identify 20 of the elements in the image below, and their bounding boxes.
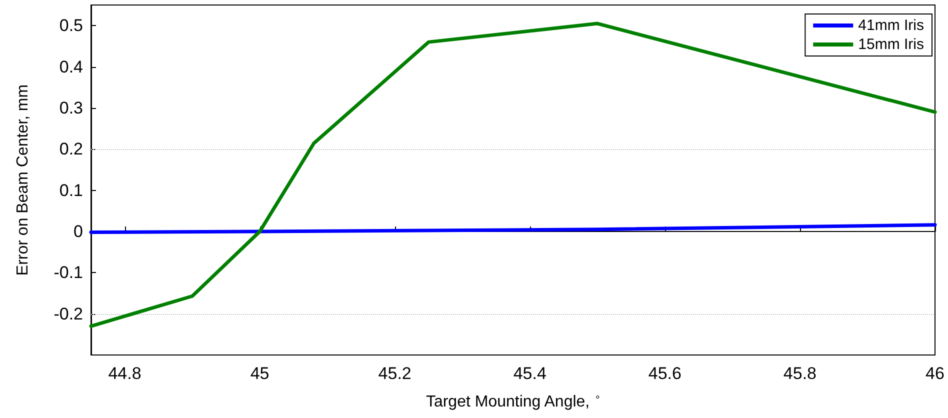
y-tick-label: 0.1 (59, 180, 83, 200)
x-tick-label: 45.8 (783, 364, 817, 383)
y-tick-label: 0.3 (59, 98, 83, 118)
x-tick-label: 45.6 (648, 364, 682, 383)
x-axis-title: Target Mounting Angle, ∘ (426, 392, 600, 410)
x-tick-label: 45.4 (513, 364, 546, 383)
y-tick-label: 0 (74, 222, 83, 241)
y-axis-title: Error on Beam Center, mm (14, 84, 32, 276)
x-tick-label: 46 (926, 364, 944, 383)
y-tick-label: 0.4 (59, 57, 83, 76)
x-tick-label: 45.2 (378, 364, 412, 383)
y-tick-label: 0.2 (59, 140, 83, 159)
x-tick-label: 44.8 (108, 364, 142, 383)
y-tick-label: 0.5 (59, 16, 83, 36)
legend-label: 41mm Iris (858, 17, 924, 34)
line-series (89, 223, 937, 234)
y-tick-label: -0.2 (54, 304, 83, 324)
legend-label: 15mm Iris (858, 36, 924, 53)
x-tick-label: 45 (250, 364, 270, 383)
y-tick-label: -0.1 (54, 263, 83, 282)
